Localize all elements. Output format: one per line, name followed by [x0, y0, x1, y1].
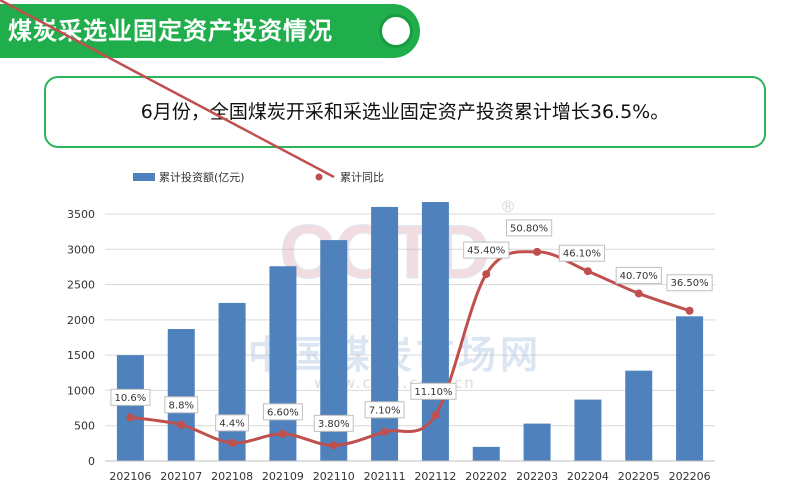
line-point — [685, 306, 694, 315]
y-tick-label: 2000 — [67, 314, 95, 327]
bar — [676, 316, 704, 461]
data-label-box — [558, 244, 606, 262]
x-tick-label: 202112 — [414, 470, 456, 483]
data-label-box — [215, 414, 249, 432]
data-label: 40.70% — [615, 266, 662, 284]
data-label-text: 45.40% — [467, 246, 505, 257]
x-tick-label: 202206 — [669, 470, 711, 483]
bar — [523, 423, 551, 461]
data-label-text: 46.10% — [563, 249, 601, 260]
data-label-text: 7.10% — [369, 405, 401, 416]
bar — [269, 266, 297, 461]
data-label-text: 50.80% — [510, 223, 548, 234]
y-tick-label: 500 — [74, 420, 95, 433]
x-tick-label: 202202 — [465, 470, 507, 483]
data-label: 3.80% — [313, 414, 354, 432]
data-label-box — [666, 274, 713, 292]
line-point — [482, 270, 491, 279]
data-label-box — [313, 414, 354, 432]
data-label-text: 40.70% — [620, 271, 658, 282]
legend-line-marker — [315, 173, 323, 181]
x-tick-label: 202108 — [211, 470, 253, 483]
watermark-registered: ® — [500, 197, 516, 216]
data-label: 36.50% — [666, 274, 713, 292]
line-point — [278, 429, 287, 438]
bar — [371, 206, 399, 461]
legend-line-swatch — [0, 0, 335, 179]
bar — [116, 355, 144, 461]
data-label-text: 11.10% — [414, 387, 452, 398]
data-label: 7.10% — [364, 401, 405, 419]
data-labels: 10.6% 8.8% 4.4% 6.60% 3.80% 7.10% 11.10% 45.40%… — [110, 219, 713, 432]
y-tick-label: 0 — [88, 455, 95, 468]
line-point — [380, 427, 389, 436]
bar-series — [116, 202, 704, 461]
line-point — [634, 289, 643, 298]
x-tick-label: 202107 — [160, 470, 202, 483]
x-tick-label: 202203 — [516, 470, 558, 483]
data-label: 6.60% — [262, 403, 303, 421]
x-tick-label: 202111 — [364, 470, 406, 483]
line-point — [177, 420, 186, 429]
summary-text: 6月份，全国煤炭开采和采选业固定资产投资累计增长36.5%。 — [140, 101, 670, 123]
bar — [421, 202, 449, 461]
line-point — [329, 441, 338, 450]
data-label-text: 3.80% — [318, 419, 350, 430]
x-tick-label: 202106 — [109, 470, 151, 483]
bar — [472, 446, 500, 461]
line-point — [228, 438, 237, 447]
x-tick-label: 202205 — [618, 470, 660, 483]
data-label: 46.10% — [558, 244, 606, 262]
data-label-box — [615, 266, 662, 284]
y-tick-label: 1000 — [67, 384, 95, 397]
line-series — [126, 247, 694, 450]
line-point — [583, 267, 592, 276]
data-label-box — [505, 219, 553, 237]
data-label-box — [262, 403, 303, 421]
y-tick-label: 1500 — [67, 349, 95, 362]
legend: 累计投资额(亿元) 累计同比 — [0, 0, 384, 184]
bar — [167, 329, 195, 461]
y-tick-label: 3500 — [67, 208, 95, 221]
legend-bar-label: 累计投资额(亿元) — [159, 170, 245, 184]
title-banner: 煤炭采选业固定资产投资情况 — [0, 4, 368, 58]
data-label-box — [410, 382, 457, 400]
x-tick-label: 202109 — [262, 470, 304, 483]
y-tick-label: 2500 — [67, 279, 95, 292]
circle-icon — [379, 14, 413, 48]
data-label: 4.4% — [215, 414, 249, 432]
data-label-box — [364, 401, 405, 419]
data-label: 10.6% — [110, 388, 151, 406]
data-label-text: 6.60% — [267, 407, 299, 418]
legend-line-label: 累计同比 — [340, 171, 384, 184]
line-point — [533, 247, 542, 256]
data-label-box — [164, 396, 199, 414]
legend-bar-swatch — [133, 173, 155, 181]
page-title: 煤炭采选业固定资产投资情况 — [8, 17, 333, 45]
data-label-text: 4.4% — [219, 418, 244, 429]
x-tick-label: 202110 — [313, 470, 355, 483]
data-label: 11.10% — [410, 382, 457, 400]
data-label: 50.80% — [505, 219, 553, 237]
data-label-text: 10.6% — [115, 393, 147, 404]
data-label: 8.8% — [164, 396, 199, 414]
data-label: 45.40% — [463, 241, 510, 259]
data-label-text: 36.50% — [671, 278, 709, 289]
data-label-box — [110, 388, 151, 406]
line-point — [431, 411, 440, 420]
x-tick-label: 202204 — [567, 470, 609, 483]
data-label-box — [463, 241, 510, 259]
bar — [574, 399, 602, 461]
y-tick-label: 3000 — [67, 243, 95, 256]
line-point — [126, 413, 135, 422]
axes: 0 500 1000 1500 2000 2500 3000 3500 202106 202107… — [67, 208, 715, 483]
data-label-text: 8.8% — [169, 400, 194, 411]
bar — [625, 370, 653, 461]
bar — [218, 302, 246, 461]
